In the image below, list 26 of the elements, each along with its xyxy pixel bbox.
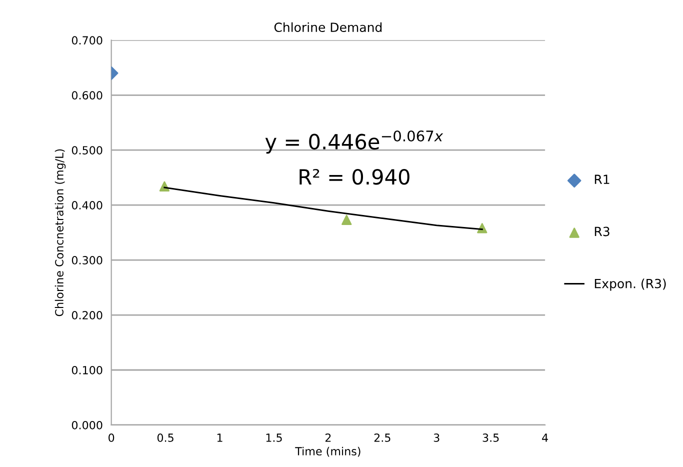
y-axis-title: Chlorine Concnetration (mg/L) [54, 149, 66, 316]
x-tick-label: 3 [434, 434, 440, 442]
x-tick-label: 4 [542, 434, 548, 442]
legend-label: R3 [594, 226, 610, 236]
y-tick-label: 0.700 [72, 36, 102, 45]
y-tick-label: 0.200 [72, 311, 102, 320]
y-tick-label: 0.100 [72, 366, 102, 374]
annotation: R² = 0.940 [300, 168, 410, 185]
x-tick-label: 1.5 [266, 434, 282, 442]
x-tick-label: 1 [217, 434, 222, 442]
x-tick-label: 3.5 [482, 434, 499, 442]
x-tick-label: 2 [325, 434, 331, 442]
legend-label: Expon. (R3) [594, 278, 666, 291]
point [342, 214, 352, 226]
legend-label: R1 [594, 174, 610, 184]
chart-title: Chlorine Demand [274, 22, 382, 32]
y-tick-label: 0.300 [72, 256, 102, 264]
y-tick-label: 0.500 [72, 146, 102, 154]
y-tick-label: 0.000 [72, 420, 102, 430]
x-tick-label: 0.5 [157, 434, 174, 442]
x-tick-label: 0 [108, 434, 114, 442]
x-tick-label: 2.5 [374, 434, 390, 442]
annotation: y = 0.446e$^{−0.067x}$ [265, 130, 444, 154]
y-tick-label: 0.600 [72, 91, 102, 100]
y-tick-label: 0.400 [72, 201, 102, 210]
x-axis-title: Time (mins) [295, 446, 360, 457]
